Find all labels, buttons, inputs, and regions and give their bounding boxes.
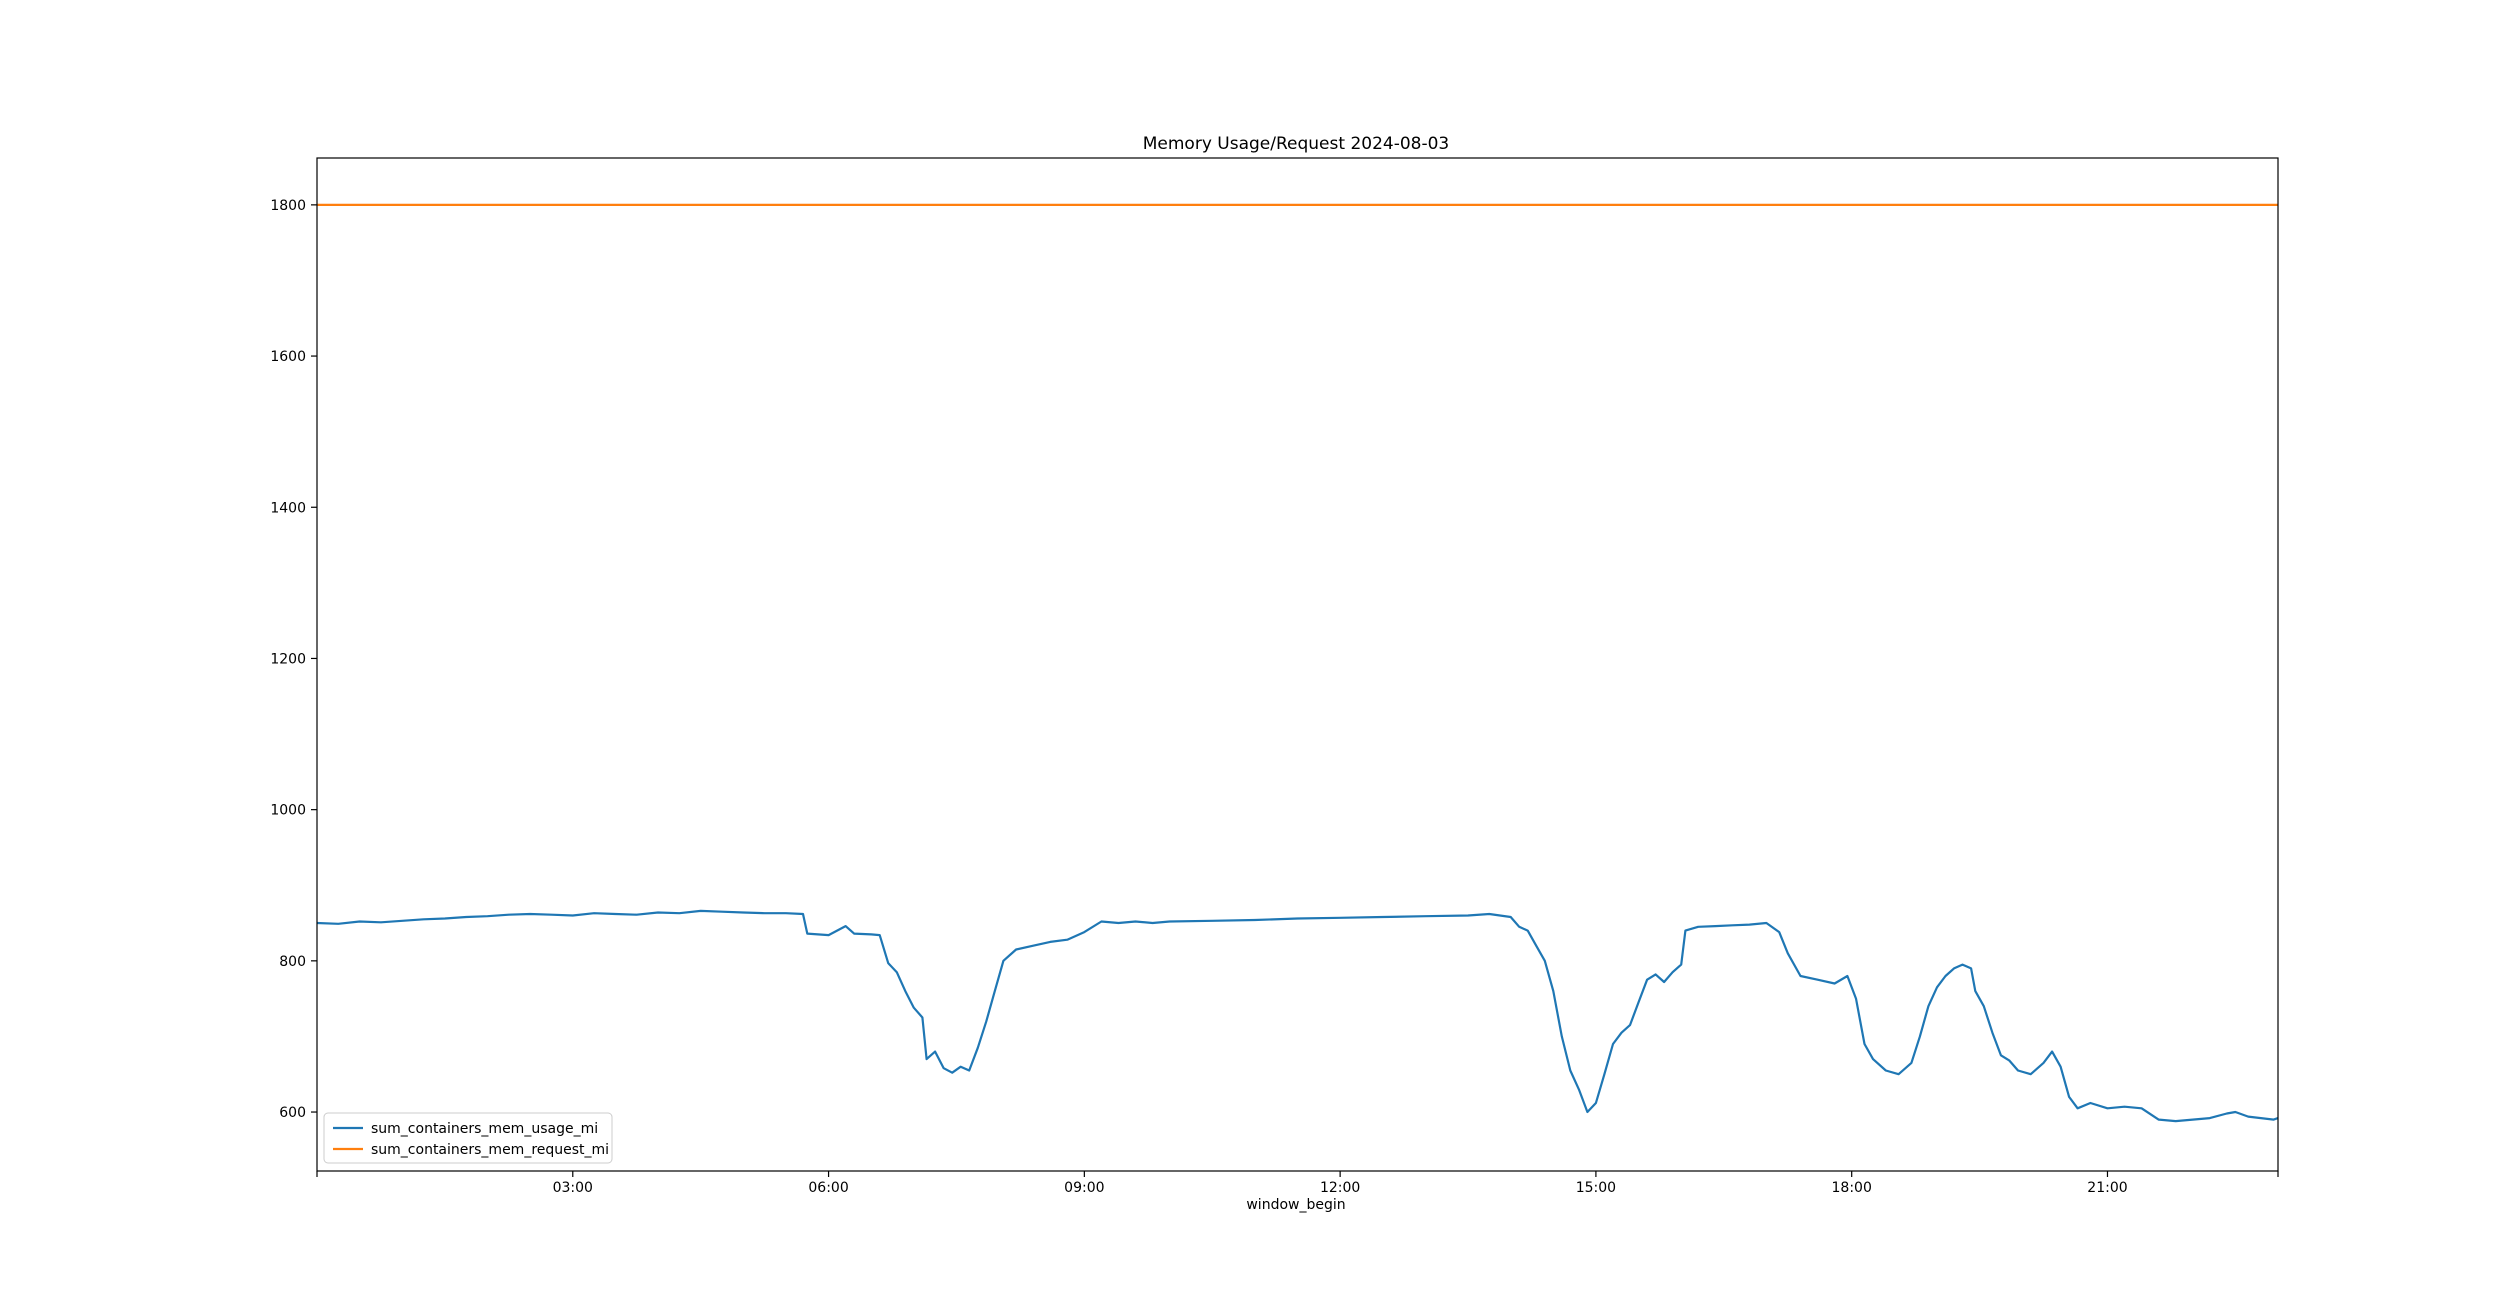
y-tick-label: 1600 (270, 349, 306, 365)
x-tick-label: 09:00 (1064, 1180, 1104, 1196)
x-tick-label: 03:00 (553, 1180, 593, 1196)
legend-box (323, 1112, 613, 1164)
legend: sum_containers_mem_usage_mi sum_container… (323, 1112, 613, 1164)
x-tick-label: 06:00 (808, 1180, 848, 1196)
y-tick-label: 1000 (270, 803, 306, 819)
axes-frame (316, 157, 2279, 1172)
plot-area (316, 203, 2279, 1123)
y-tick-label: 600 (279, 1105, 306, 1121)
x-tick-label: 21:00 (2087, 1180, 2127, 1196)
y-tick-label: 1200 (270, 651, 306, 667)
x-tick-label: 18:00 (1832, 1180, 1872, 1196)
x-tick-label: 12:00 (1320, 1180, 1360, 1196)
y-tick-label: 1400 (270, 500, 306, 516)
legend-label: sum_containers_mem_request_mi (371, 1142, 609, 1158)
x-axis-label: window_begin (1246, 1197, 1345, 1213)
series-line-1 (316, 909, 2279, 1123)
chart-title: Memory Usage/Request 2024-08-03 (1143, 134, 1450, 154)
legend-label: sum_containers_mem_usage_mi (371, 1121, 598, 1137)
axes: 600 800 1000 1200 1400 1600 1800 03:00 06:00 09:0… (270, 198, 2279, 1196)
y-tick-label: 800 (279, 954, 306, 970)
x-tick-label: 15:00 (1576, 1180, 1616, 1196)
y-tick-label: 1800 (270, 198, 306, 214)
